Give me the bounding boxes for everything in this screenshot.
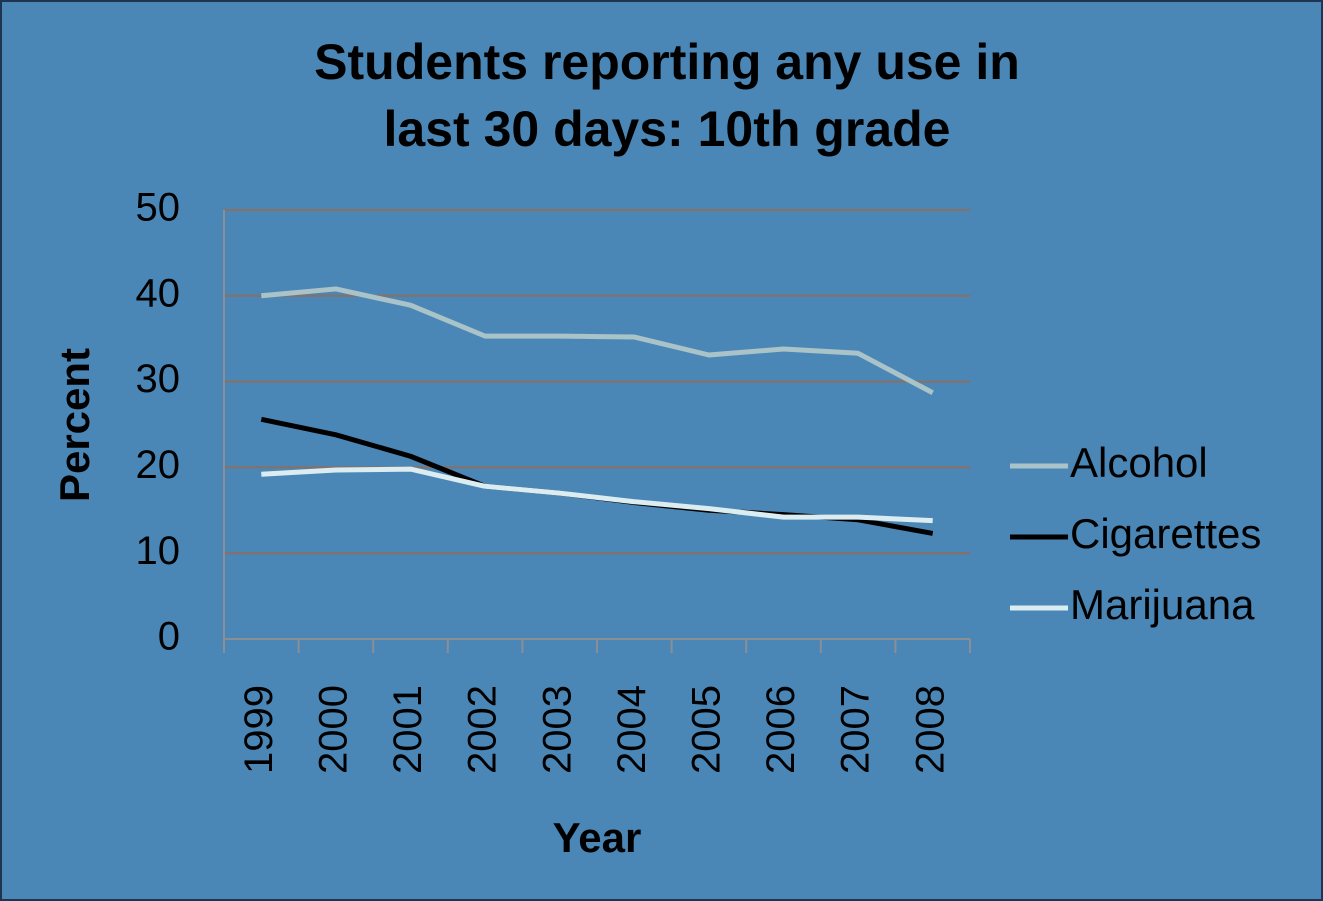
y-tick-label: 40: [136, 271, 181, 315]
x-axis-label: Year: [553, 814, 642, 861]
legend-label: Alcohol: [1070, 439, 1208, 486]
chart-title: last 30 days: 10th grade: [384, 101, 951, 157]
y-tick-label: 20: [136, 443, 181, 487]
x-tick-label: 1999: [237, 685, 281, 774]
y-tick-label: 0: [158, 615, 180, 659]
chart-title: Students reporting any use in: [314, 34, 1020, 90]
y-tick-label: 10: [136, 529, 181, 573]
legend-label: Cigarettes: [1070, 510, 1261, 557]
x-tick-label: 2006: [759, 685, 803, 774]
x-tick-label: 2003: [535, 685, 579, 774]
x-tick-label: 2008: [908, 685, 952, 774]
line: [261, 286, 934, 395]
x-tick-label: 2002: [461, 685, 505, 774]
x-tick-label: 2004: [610, 685, 654, 774]
y-tick-label: 50: [136, 186, 181, 230]
y-tick-label: 30: [136, 357, 181, 401]
x-tick-label: 2001: [386, 685, 430, 774]
legend-label: Marijuana: [1070, 581, 1255, 628]
x-tick-label: 2007: [834, 685, 878, 774]
x-tick-label: 2005: [684, 685, 728, 774]
line: [261, 466, 933, 524]
y-axis-label: Percent: [51, 348, 98, 502]
x-tick-label: 2000: [311, 685, 355, 774]
